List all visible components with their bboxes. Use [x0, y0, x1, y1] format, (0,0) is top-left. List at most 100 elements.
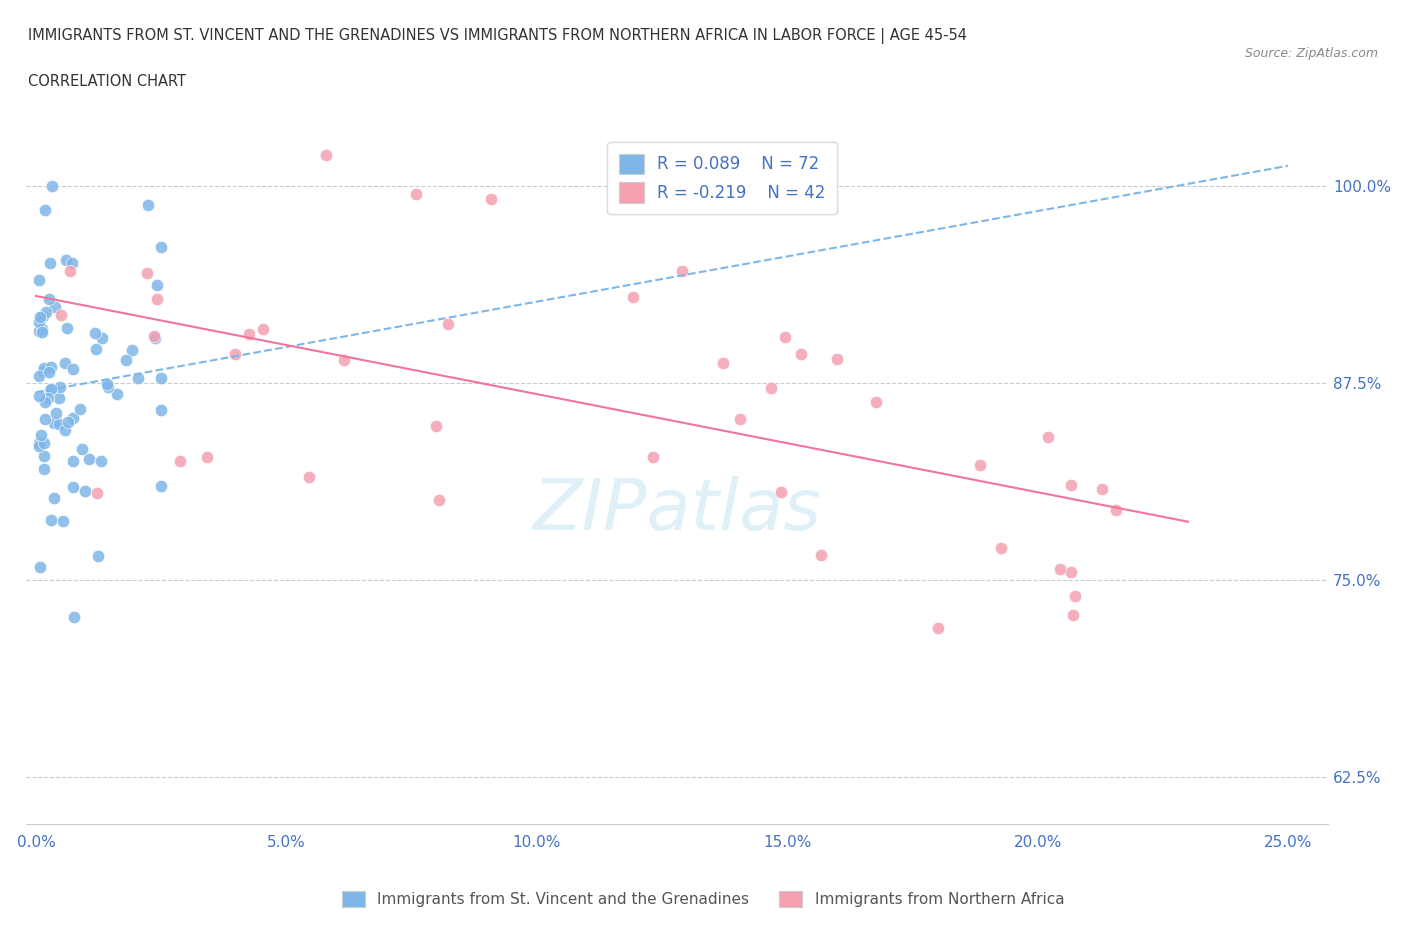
Text: CORRELATION CHART: CORRELATION CHART	[28, 74, 186, 89]
Point	[34, 305, 56, 320]
Point	[252, 322, 274, 337]
Point	[49, 379, 72, 394]
Legend: R = 0.089    N = 72, R = -0.219    N = 42: R = 0.089 N = 72, R = -0.219 N = 42	[607, 142, 838, 214]
Point	[297, 470, 319, 485]
Point	[927, 621, 949, 636]
Text: ZIPatlas: ZIPatlas	[533, 475, 821, 545]
Point	[62, 362, 84, 377]
Point	[142, 328, 165, 343]
Point	[56, 415, 79, 430]
Point	[53, 355, 76, 370]
Point	[38, 365, 60, 379]
Point	[27, 435, 49, 450]
Point	[34, 394, 56, 409]
Point	[32, 436, 55, 451]
Point	[138, 197, 160, 212]
Point	[90, 454, 112, 469]
Point	[30, 310, 52, 325]
Point	[105, 386, 128, 401]
Point	[62, 410, 84, 425]
Point	[55, 422, 77, 437]
Point	[30, 427, 52, 442]
Point	[77, 451, 100, 466]
Point	[31, 364, 53, 379]
Point	[1105, 502, 1128, 517]
Point	[150, 478, 173, 493]
Point	[1049, 562, 1071, 577]
Point	[45, 405, 67, 420]
Point	[39, 382, 62, 397]
Point	[63, 610, 86, 625]
Point	[28, 560, 51, 575]
Point	[425, 418, 447, 433]
Point	[86, 485, 108, 500]
Point	[1062, 607, 1084, 622]
Point	[671, 263, 693, 278]
Point	[224, 347, 246, 362]
Point	[810, 548, 832, 563]
Point	[1060, 478, 1083, 493]
Point	[52, 513, 75, 528]
Point	[31, 325, 53, 339]
Point	[333, 352, 356, 367]
Point	[27, 389, 49, 404]
Text: Source: ZipAtlas.com: Source: ZipAtlas.com	[1244, 46, 1378, 60]
Point	[150, 371, 173, 386]
Point	[195, 450, 218, 465]
Point	[825, 352, 848, 366]
Point	[56, 320, 79, 335]
Point	[437, 317, 460, 332]
Point	[60, 256, 83, 271]
Point	[146, 292, 169, 307]
Point	[62, 479, 84, 494]
Point	[44, 415, 66, 430]
Point	[75, 484, 97, 498]
Point	[145, 277, 167, 292]
Point	[127, 370, 149, 385]
Legend: Immigrants from St. Vincent and the Grenadines, Immigrants from Northern Africa: Immigrants from St. Vincent and the Gren…	[336, 884, 1070, 913]
Point	[55, 253, 77, 268]
Point	[769, 485, 792, 499]
Point	[1060, 565, 1083, 579]
Point	[790, 347, 813, 362]
Point	[479, 192, 502, 206]
Point	[711, 356, 734, 371]
Point	[96, 377, 118, 392]
Point	[34, 411, 56, 426]
Point	[59, 264, 82, 279]
Point	[27, 439, 49, 454]
Point	[28, 272, 51, 287]
Point	[969, 458, 991, 472]
Point	[69, 402, 91, 417]
Point	[405, 186, 427, 201]
Point	[42, 491, 65, 506]
Point	[38, 292, 60, 307]
Point	[643, 449, 665, 464]
Point	[730, 411, 752, 426]
Point	[32, 448, 55, 463]
Point	[34, 203, 56, 218]
Point	[27, 324, 49, 339]
Point	[1063, 588, 1085, 603]
Point	[238, 326, 260, 341]
Point	[91, 330, 114, 345]
Point	[31, 308, 53, 323]
Point	[39, 512, 62, 527]
Point	[38, 383, 60, 398]
Point	[759, 381, 782, 396]
Point	[51, 307, 73, 322]
Point	[865, 394, 887, 409]
Point	[135, 265, 157, 280]
Point	[48, 416, 70, 431]
Point	[70, 442, 93, 457]
Point	[990, 540, 1012, 555]
Point	[37, 391, 59, 405]
Point	[150, 239, 173, 254]
Point	[427, 493, 450, 508]
Point	[31, 322, 53, 337]
Point	[121, 343, 143, 358]
Point	[38, 255, 60, 270]
Point	[39, 359, 62, 374]
Point	[621, 290, 644, 305]
Point	[86, 548, 108, 563]
